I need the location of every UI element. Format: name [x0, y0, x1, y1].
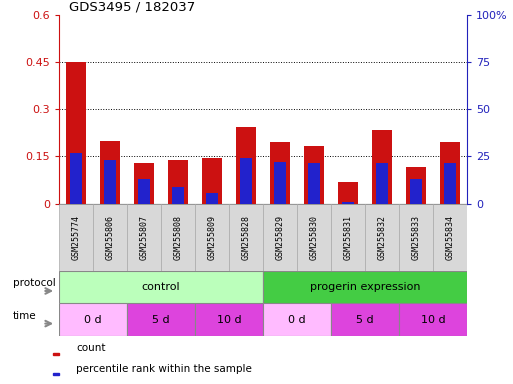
Bar	[331, 204, 365, 271]
Bar	[263, 204, 297, 271]
Text: GSM255831: GSM255831	[343, 215, 352, 260]
Bar	[134, 163, 154, 204]
Bar	[371, 130, 392, 204]
Text: time: time	[13, 311, 36, 321]
Bar	[240, 158, 252, 204]
Text: GSM255833: GSM255833	[411, 215, 420, 260]
Text: 5 d: 5 d	[152, 314, 170, 325]
Bar	[195, 303, 263, 336]
Text: 0 d: 0 d	[84, 314, 102, 325]
Text: GDS3495 / 182037: GDS3495 / 182037	[69, 0, 195, 13]
Bar	[100, 141, 120, 204]
Text: GSM255774: GSM255774	[71, 215, 81, 260]
Bar	[433, 204, 467, 271]
Bar	[229, 204, 263, 271]
Bar	[127, 303, 195, 336]
Bar	[70, 153, 82, 204]
Bar	[53, 353, 58, 354]
Bar	[308, 163, 320, 204]
Bar	[399, 204, 433, 271]
Bar	[195, 204, 229, 271]
Bar	[399, 303, 467, 336]
Text: control: control	[142, 282, 180, 292]
Text: GSM255808: GSM255808	[173, 215, 183, 260]
Bar	[304, 146, 324, 204]
Text: 5 d: 5 d	[356, 314, 373, 325]
Bar	[270, 142, 290, 204]
Text: GSM255806: GSM255806	[106, 215, 114, 260]
Bar	[263, 303, 331, 336]
Text: GSM255834: GSM255834	[445, 215, 455, 260]
Bar	[206, 193, 218, 204]
Text: 0 d: 0 d	[288, 314, 306, 325]
Text: 10 d: 10 d	[216, 314, 241, 325]
Bar	[342, 202, 354, 204]
Bar	[376, 163, 388, 204]
Text: GSM255807: GSM255807	[140, 215, 148, 260]
Bar	[338, 182, 358, 204]
Bar	[274, 162, 286, 204]
Bar	[66, 62, 86, 204]
Bar	[406, 167, 426, 204]
Bar	[297, 204, 331, 271]
Text: GSM255830: GSM255830	[309, 215, 319, 260]
Bar	[410, 179, 422, 204]
Bar	[168, 160, 188, 204]
Bar	[235, 127, 256, 204]
Bar	[365, 204, 399, 271]
Bar	[138, 179, 150, 204]
Bar	[202, 158, 222, 204]
Text: GSM255832: GSM255832	[378, 215, 386, 260]
Bar	[104, 160, 116, 204]
Bar	[93, 204, 127, 271]
Bar	[161, 204, 195, 271]
Bar	[440, 142, 460, 204]
Bar	[59, 271, 263, 303]
Bar	[127, 204, 161, 271]
Bar	[59, 204, 93, 271]
Text: GSM255829: GSM255829	[275, 215, 284, 260]
Text: protocol: protocol	[13, 278, 56, 288]
Text: percentile rank within the sample: percentile rank within the sample	[76, 364, 252, 374]
Text: progerin expression: progerin expression	[310, 282, 420, 292]
Text: count: count	[76, 343, 105, 353]
Bar	[263, 271, 467, 303]
Text: GSM255809: GSM255809	[207, 215, 216, 260]
Bar	[172, 187, 184, 204]
Bar	[53, 373, 58, 375]
Bar	[59, 303, 127, 336]
Bar	[444, 163, 456, 204]
Text: GSM255828: GSM255828	[242, 215, 250, 260]
Bar	[331, 303, 399, 336]
Text: 10 d: 10 d	[421, 314, 445, 325]
